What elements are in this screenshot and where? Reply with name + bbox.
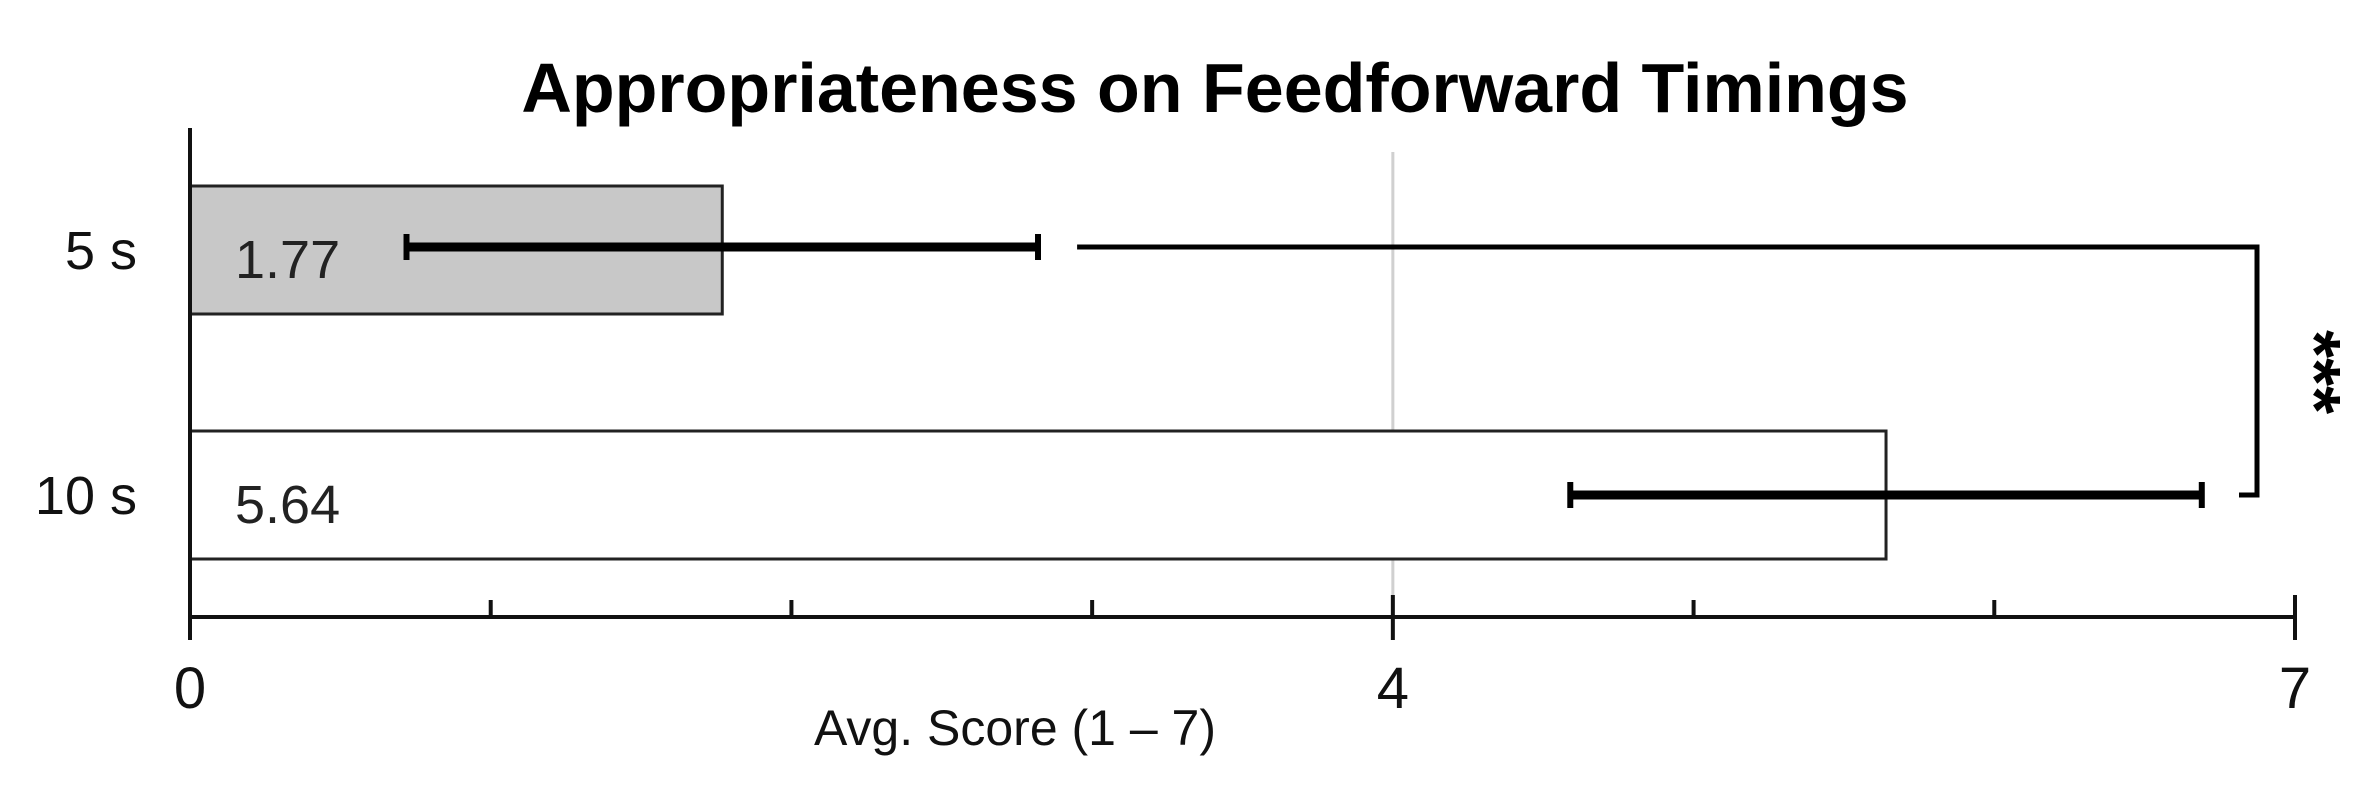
error-bar [1567, 482, 2205, 508]
category-label: 5 s [65, 221, 137, 281]
significance-label: *** [2274, 330, 2354, 414]
chart-title: Appropriateness on Feedforward Timings [521, 49, 1908, 127]
x-axis-label: Avg. Score (1 – 7) [814, 700, 1216, 756]
x-tick-label: 0 [174, 656, 206, 721]
category-label: 10 s [35, 466, 137, 526]
x-tick-label: 7 [2279, 656, 2311, 721]
value-label: 5.64 [235, 475, 340, 535]
value-label: 1.77 [235, 230, 340, 290]
significance-bracket [1077, 244, 2260, 498]
error-bar [403, 234, 1042, 260]
x-tick-label: 4 [1377, 656, 1409, 721]
